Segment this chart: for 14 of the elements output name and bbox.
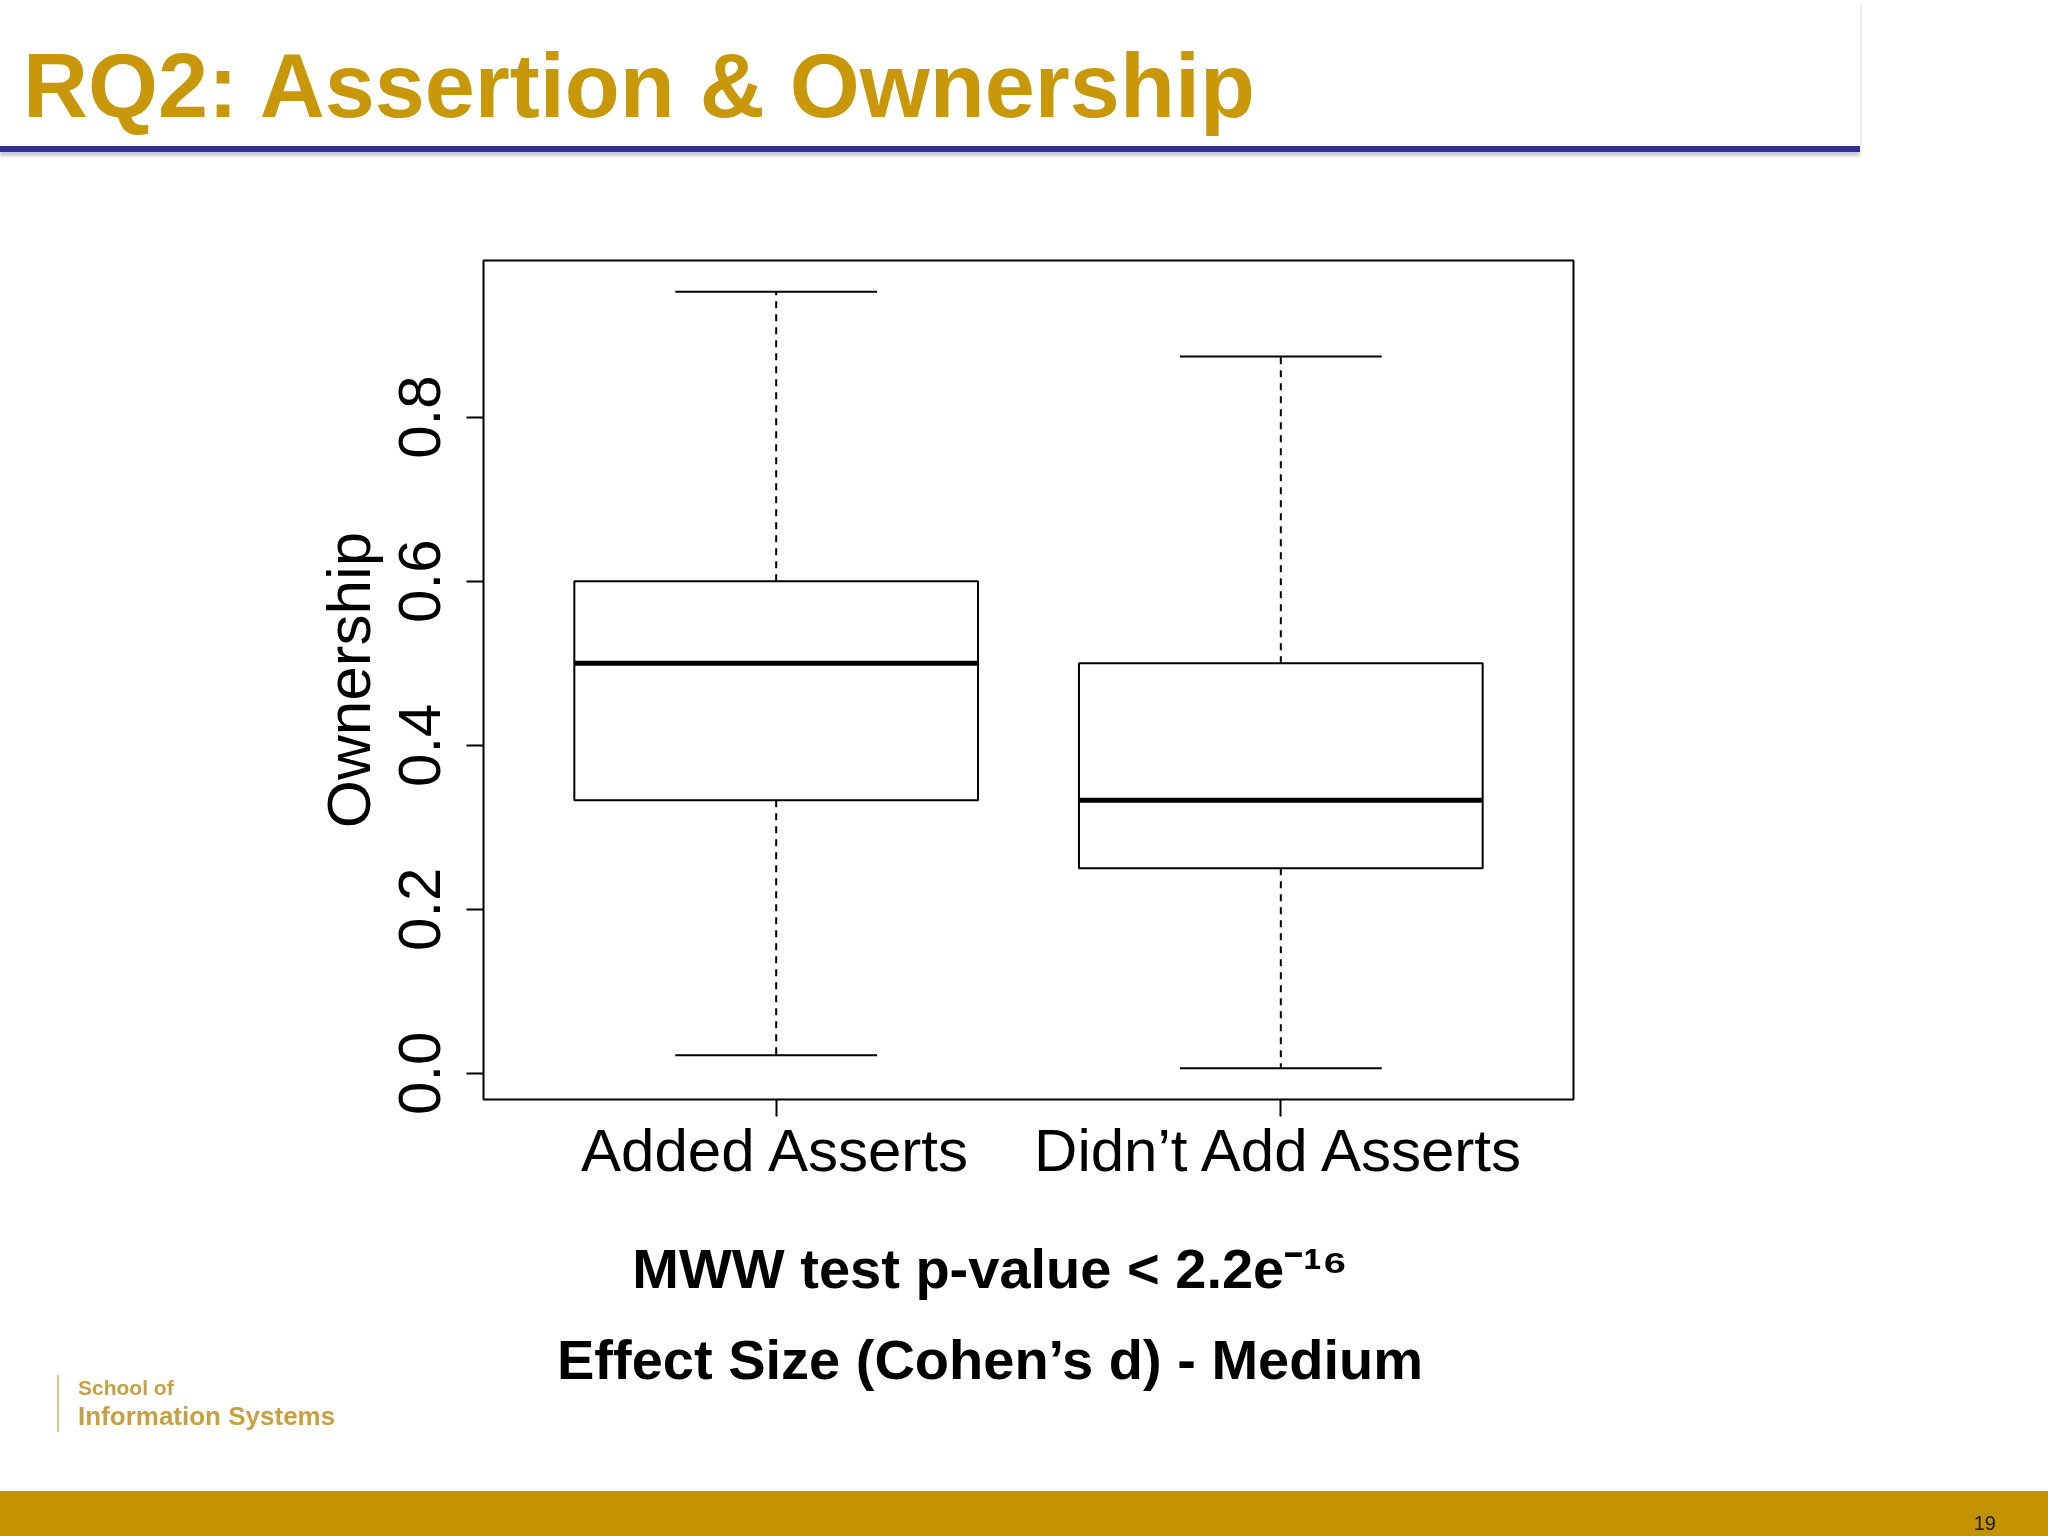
x-tick-label: Added Asserts <box>581 1116 968 1184</box>
y-tick-label: 0.0 <box>386 1031 454 1115</box>
y-tick-label: 0.2 <box>386 867 454 951</box>
chart-title: RQ2: Assertion & Ownership <box>23 36 1255 136</box>
text: Information Systems <box>78 1401 336 1431</box>
y-tick-label: 0.6 <box>386 539 454 623</box>
text: MWW test p-value < 2.2e⁻¹⁶ <box>632 1237 1348 1300</box>
text: 19 <box>1973 1512 1996 1534</box>
y-tick-label: 0.4 <box>386 703 454 787</box>
x-tick-label: Didn’t Add Asserts <box>1034 1116 1521 1184</box>
text: School of <box>78 1376 174 1399</box>
text: Effect Size (Cohen’s d) - Medium <box>557 1328 1423 1391</box>
y-tick-label: 0.8 <box>386 375 454 459</box>
y-axis-title: Ownership <box>313 531 383 829</box>
